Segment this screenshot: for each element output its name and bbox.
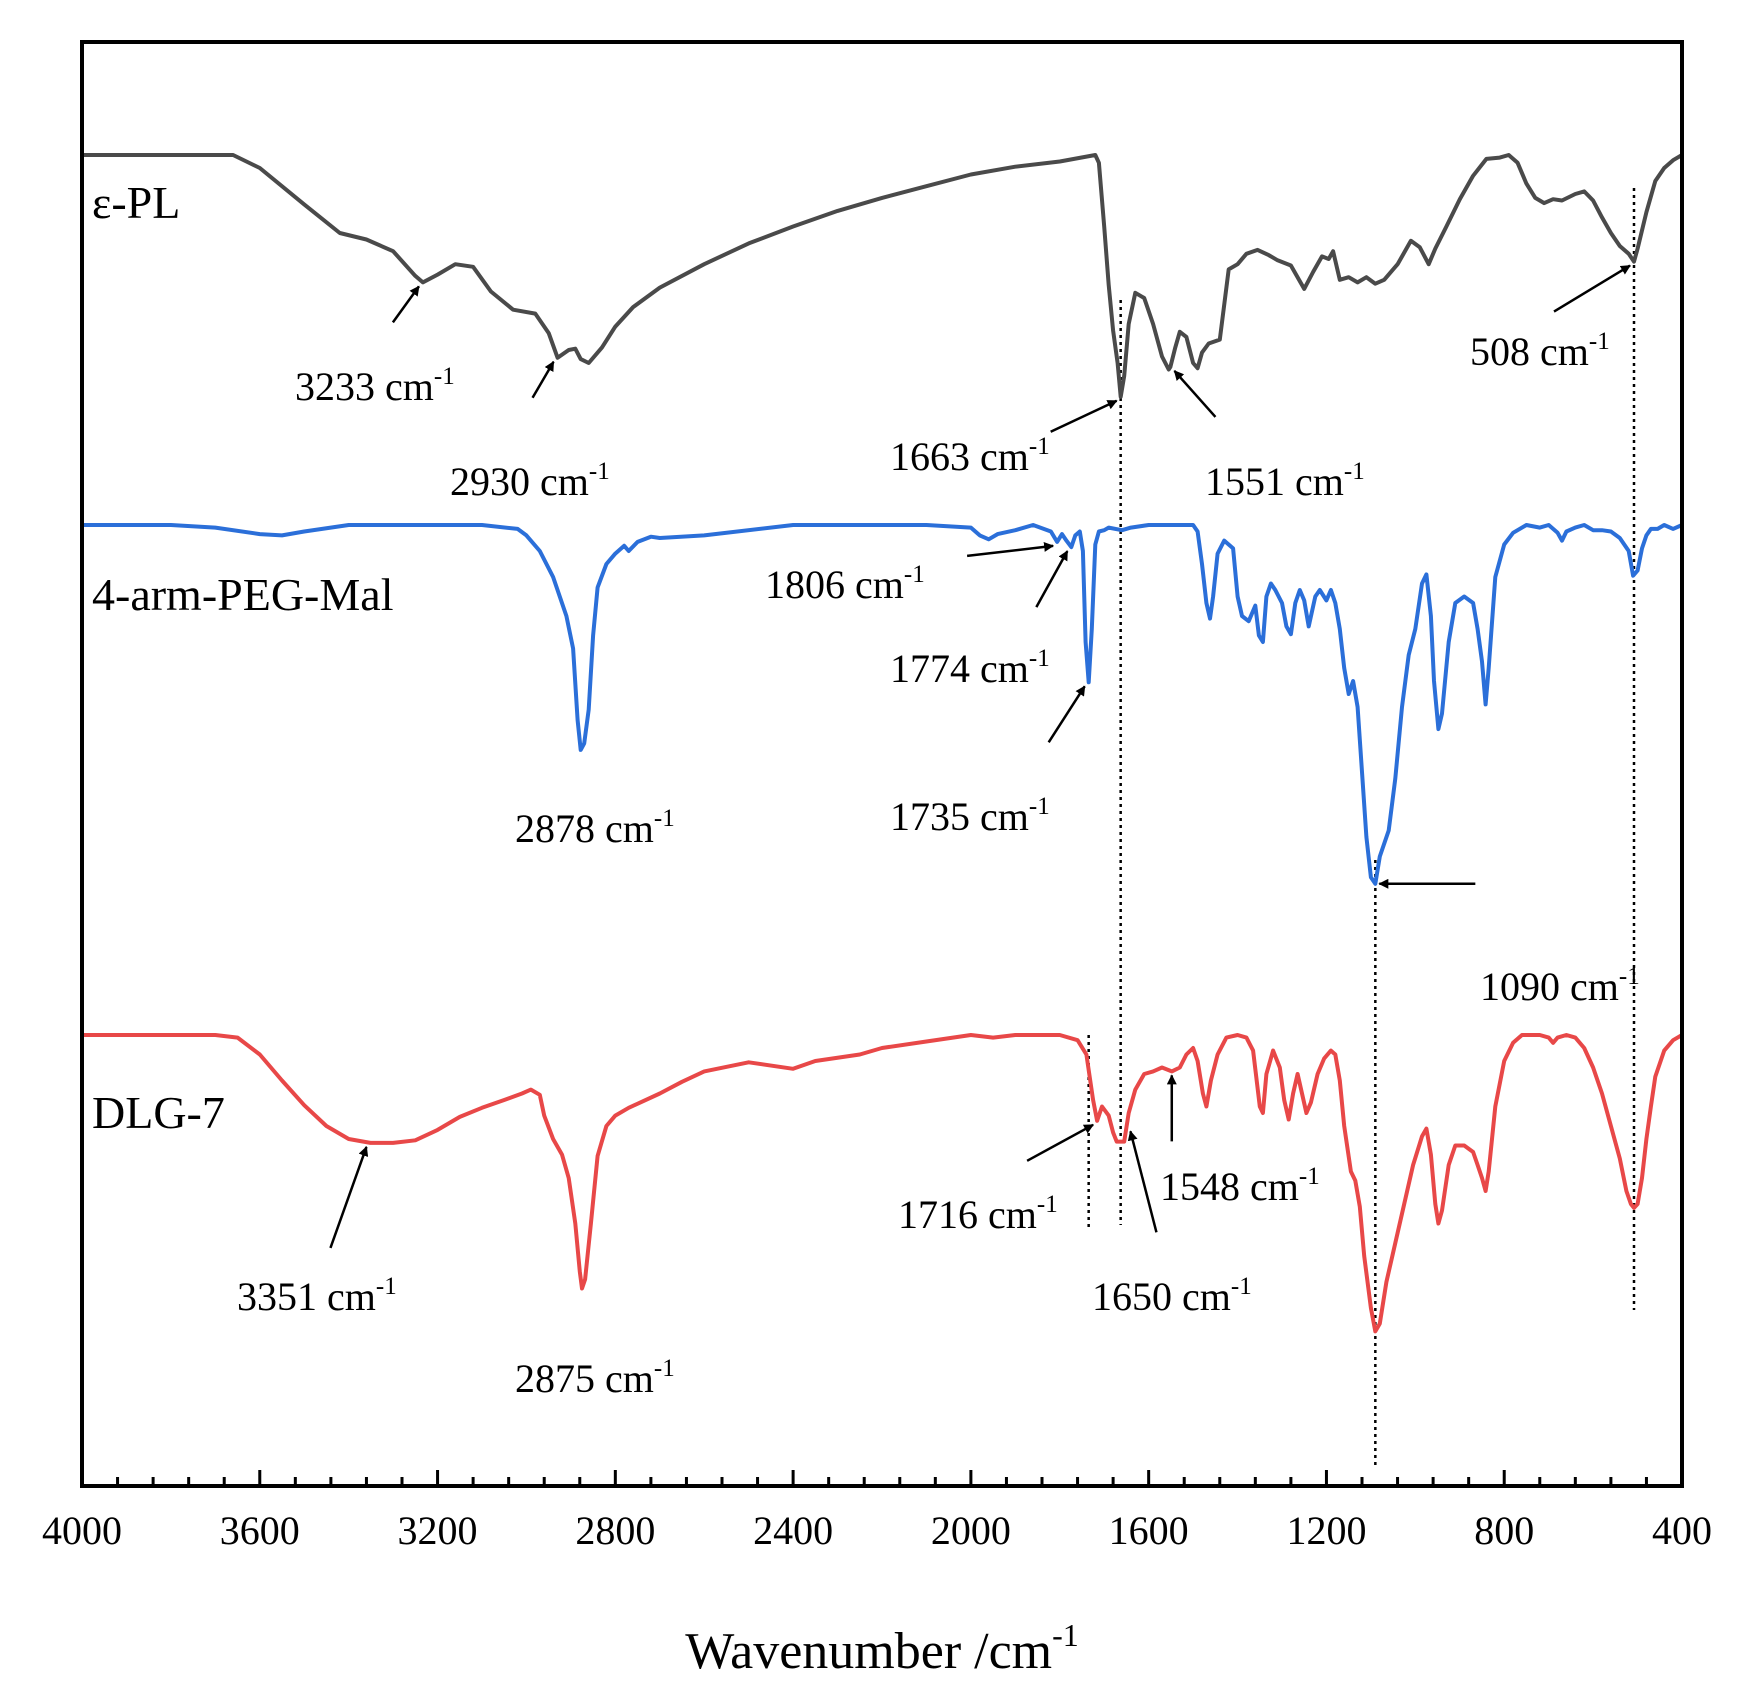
- annotation-arrow: [1026, 1123, 1094, 1162]
- x-tick-label: 800: [1474, 1508, 1534, 1553]
- peak-label: 508 cm-1: [1470, 328, 1610, 374]
- series-line-2: [82, 1033, 1684, 1334]
- annotation-arrow: [1127, 1130, 1158, 1233]
- series-group: [82, 153, 1684, 1334]
- series-label-0: ε-PL: [92, 177, 180, 228]
- peak-label: 1548 cm-1: [1160, 1163, 1320, 1209]
- series-line-1: [82, 523, 1683, 886]
- series-labels: ε-PL 4-arm-PEG-Mal DLG-7: [92, 177, 393, 1138]
- peak-label: 1774 cm-1: [890, 645, 1050, 691]
- series-label-1: 4-arm-PEG-Mal: [92, 569, 393, 620]
- series-line-0: [82, 153, 1684, 399]
- plot-frame: [80, 40, 1684, 1488]
- peak-label: 2930 cm-1: [450, 458, 610, 504]
- x-axis: 4000 3600 3200 2800 2400 2000 1600 1200 800 400: [42, 1470, 1712, 1553]
- x-tick-label: 1200: [1286, 1508, 1366, 1553]
- x-tick-label: 2400: [753, 1508, 833, 1553]
- peak-annotations: 3233 cm-1 2930 cm-1 1663 cm-1 1551 cm-1 508 …: [237, 264, 1640, 1401]
- peak-label: 2878 cm-1: [515, 805, 675, 851]
- x-tick-label: 2000: [931, 1508, 1011, 1553]
- x-axis-title: Wavenumber /cm-1: [685, 1617, 1079, 1680]
- peak-label: 1090 cm-1: [1480, 963, 1640, 1009]
- peak-label: 1806 cm-1: [765, 561, 925, 607]
- series-label-2: DLG-7: [92, 1087, 225, 1138]
- peak-label: 2875 cm-1: [515, 1355, 675, 1401]
- annotation-arrow: [531, 360, 555, 399]
- annotation-arrow: [1173, 370, 1217, 418]
- annotation-arrow: [391, 285, 420, 324]
- peak-label: 1551 cm-1: [1205, 458, 1365, 504]
- annotation-arrow: [1035, 550, 1069, 608]
- peak-label: 1716 cm-1: [898, 1191, 1058, 1237]
- annotation-arrow: [329, 1145, 369, 1249]
- annotation-arrow: [966, 541, 1055, 558]
- x-tick-label: 4000: [42, 1508, 122, 1553]
- x-tick-label: 400: [1652, 1508, 1712, 1553]
- guide-lines: [1087, 188, 1636, 1465]
- peak-label: 1663 cm-1: [890, 433, 1050, 479]
- annotation-arrow: [1050, 399, 1118, 433]
- peak-label: 1650 cm-1: [1092, 1273, 1252, 1319]
- x-tick-label: 1600: [1109, 1508, 1189, 1553]
- annotation-arrow: [1047, 685, 1086, 743]
- x-tick-label: 2800: [575, 1508, 655, 1553]
- peak-label: 1735 cm-1: [890, 793, 1050, 839]
- x-tick-label: 3200: [398, 1508, 478, 1553]
- peak-label: 3233 cm-1: [295, 363, 455, 409]
- peak-label: 3351 cm-1: [237, 1273, 397, 1319]
- annotation-arrow: [1553, 264, 1631, 313]
- x-tick-label: 3600: [220, 1508, 300, 1553]
